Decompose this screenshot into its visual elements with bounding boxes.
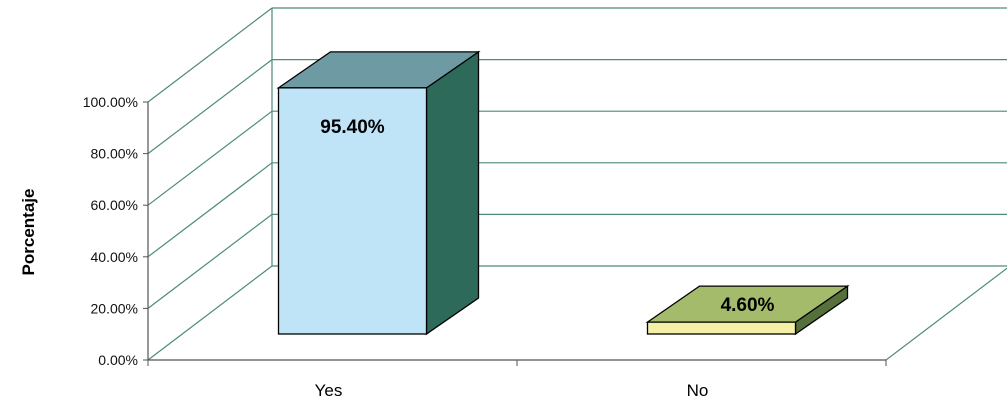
y-tick-label: 100.00%	[83, 94, 138, 110]
chart-axes	[143, 101, 887, 366]
x-category-label-yes: Yes	[315, 381, 343, 400]
chart-bars	[276, 50, 850, 336]
x-category-label-no: No	[687, 381, 709, 400]
y-tick-label: 40.00%	[91, 249, 138, 265]
y-tick-label: 60.00%	[91, 197, 138, 213]
side-gridline	[147, 7, 273, 103]
side-gridline	[147, 162, 273, 258]
y-tick-label: 20.00%	[91, 300, 138, 316]
y-axis-title: Porcentaje	[19, 189, 38, 276]
side-gridline	[147, 110, 273, 206]
bar-yes-side	[425, 50, 480, 336]
chart-gridlines	[147, 7, 1007, 361]
floor-left-edge	[147, 265, 273, 361]
chart-labels: 0.00% 20.00% 40.00% 60.00% 80.00% 100.00% 95.4…	[83, 94, 775, 400]
y-tick-label: 0.00%	[98, 352, 138, 368]
bar-no-front	[646, 321, 797, 335]
side-gridline	[147, 59, 273, 155]
bar-yes-front	[277, 87, 428, 335]
y-tick-label: 80.00%	[91, 146, 138, 162]
data-label-yes: 95.40%	[320, 117, 385, 138]
data-label-no: 4.60%	[721, 295, 775, 316]
floor-right-edge	[885, 267, 1007, 361]
side-gridline	[147, 213, 273, 309]
